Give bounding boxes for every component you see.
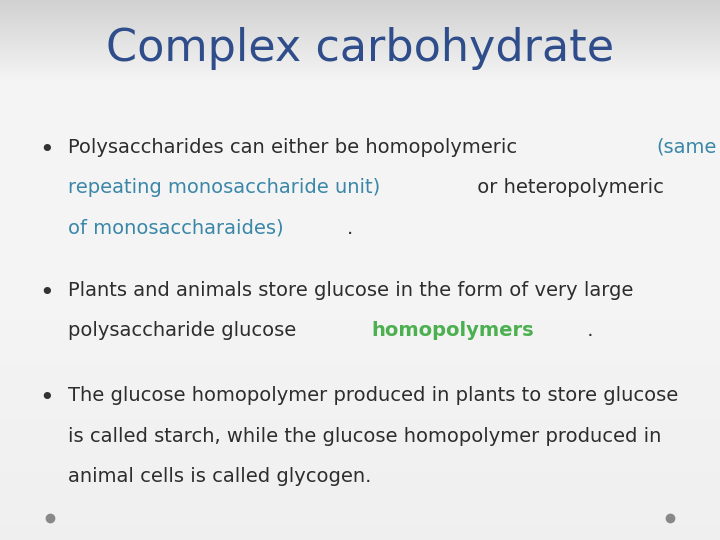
Text: animal cells is called glycogen.: animal cells is called glycogen.	[68, 467, 372, 486]
Text: •: •	[40, 281, 54, 305]
Text: Plants and animals store glucose in the form of very large: Plants and animals store glucose in the …	[68, 281, 634, 300]
Text: Polysaccharides can either be homopolymeric: Polysaccharides can either be homopolyme…	[68, 138, 523, 157]
Text: •: •	[40, 138, 54, 161]
Text: .: .	[346, 219, 353, 238]
Text: polysaccharide glucose: polysaccharide glucose	[68, 321, 303, 340]
Text: .: .	[581, 321, 593, 340]
Text: is called starch, while the glucose homopolymer produced in: is called starch, while the glucose homo…	[68, 427, 662, 446]
Text: homopolymers: homopolymers	[371, 321, 534, 340]
Text: The glucose homopolymer produced in plants to store glucose: The glucose homopolymer produced in plan…	[68, 386, 679, 405]
Text: •: •	[40, 386, 54, 410]
Text: repeating monosaccharide unit): repeating monosaccharide unit)	[68, 178, 381, 197]
Text: (same: (same	[656, 138, 716, 157]
Text: or heteropolymeric: or heteropolymeric	[472, 178, 670, 197]
Text: Complex carbohydrate: Complex carbohydrate	[106, 27, 614, 70]
Text: of monosaccharaides): of monosaccharaides)	[68, 219, 284, 238]
